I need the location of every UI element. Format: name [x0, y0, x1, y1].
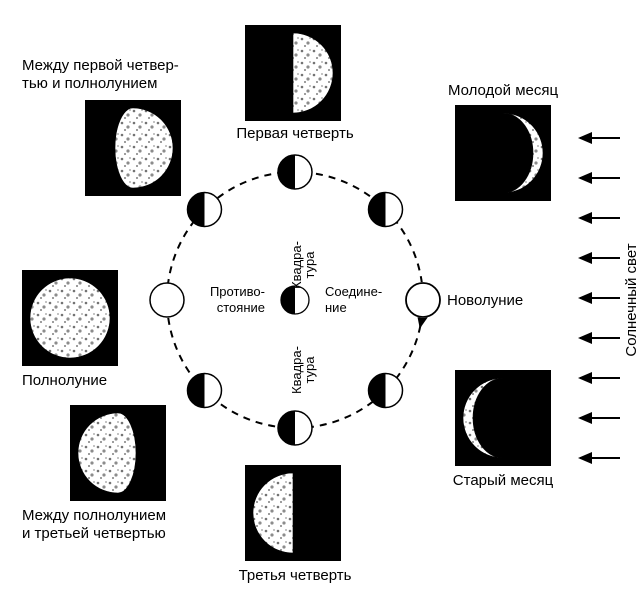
label-sunlight: Солнечный свет: [623, 243, 640, 356]
orbit-moon-new: [406, 283, 440, 317]
label-conjunction: Соедине-: [325, 284, 382, 299]
phase-label-third-quarter: Третья четверть: [239, 567, 352, 584]
phase-panel-full-moon: [22, 270, 118, 366]
svg-text:тью и полнолунием: тью и полнолунием: [22, 75, 157, 92]
svg-text:тура: тура: [302, 356, 317, 384]
orbit-moon: [150, 283, 184, 317]
svg-text:и третьей четвертью: и третьей четвертью: [22, 525, 166, 542]
label-opposition: Противо-: [210, 284, 265, 299]
orbit-moon: [369, 374, 403, 408]
phase-label-waxing-crescent: Молодой месяц: [448, 82, 559, 99]
phase-label-waxing-gibbous: Между первой четвер-: [22, 57, 179, 74]
phase-panel-first-quarter: [245, 25, 341, 121]
svg-text:тура: тура: [302, 251, 317, 279]
phase-panel-waning-crescent: [455, 370, 551, 466]
orbit-moon: [187, 192, 221, 226]
orbit-moon: [278, 411, 312, 445]
svg-text:ние: ние: [325, 300, 347, 315]
phase-label-waning-gibbous: Между полнолунием: [22, 507, 166, 524]
orbit-moon: [278, 155, 312, 189]
phase-panel-waning-gibbous: [70, 405, 166, 501]
orbit-moon: [369, 192, 403, 226]
lunar-phase-diagram: Квадра-тураКвадра-тураПротиво-стояниеСое…: [0, 0, 640, 605]
label-new-moon: Новолуние: [447, 292, 523, 309]
phase-label-waning-crescent: Старый месяц: [453, 472, 554, 489]
earth: [281, 286, 309, 314]
svg-text:стояние: стояние: [217, 300, 265, 315]
phase-label-first-quarter: Первая четверть: [236, 125, 353, 142]
phase-panel-waxing-crescent: [455, 105, 551, 201]
phase-panel-third-quarter: [245, 465, 341, 561]
orbit-moon: [187, 374, 221, 408]
phase-panel-waxing-gibbous: [85, 100, 181, 196]
phase-label-full-moon: Полнолуние: [22, 372, 107, 389]
